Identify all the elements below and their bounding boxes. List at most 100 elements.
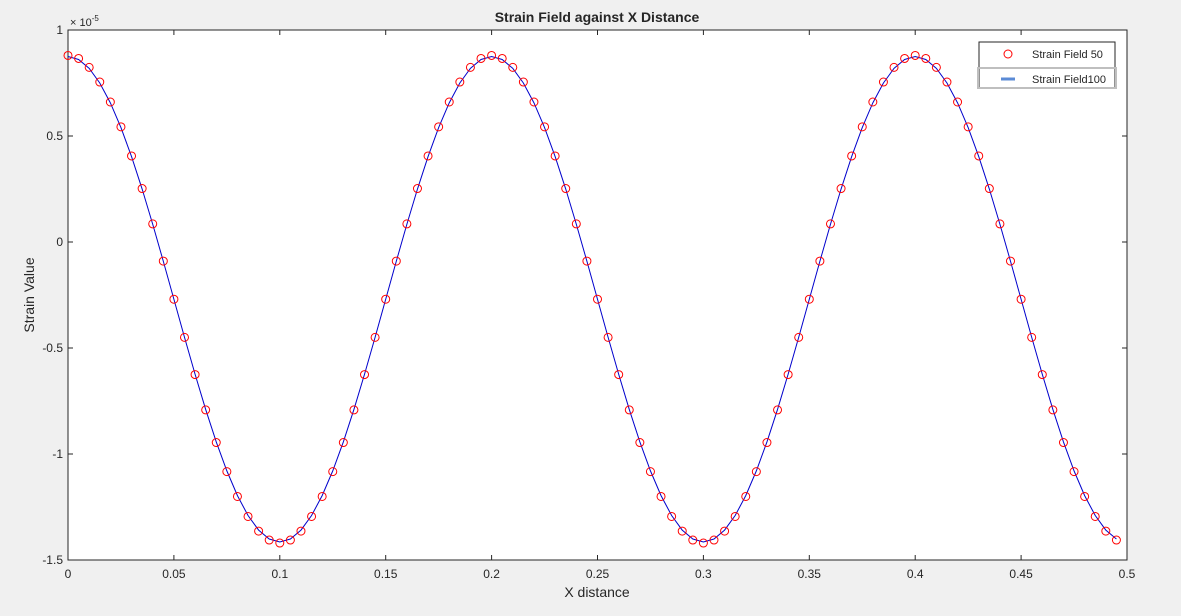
y-tick-label: 0.5 — [46, 129, 63, 143]
x-tick-label: 0.05 — [162, 567, 186, 581]
data-point-strain-field-50 — [1111, 535, 1121, 545]
data-point-strain-field-50 — [487, 50, 497, 60]
data-point-strain-field-50 — [751, 467, 761, 477]
legend-label-strain-field-100: Strain Field100 — [1032, 74, 1106, 86]
data-point-strain-field-50 — [794, 332, 804, 342]
data-point-strain-field-50 — [328, 467, 338, 477]
data-point-strain-field-50 — [179, 332, 189, 342]
data-point-strain-field-50 — [285, 535, 295, 545]
data-point-strain-field-50 — [338, 438, 348, 448]
data-point-strain-field-50 — [529, 97, 539, 107]
data-point-strain-field-50 — [540, 122, 550, 132]
data-point-strain-field-50 — [1027, 332, 1037, 342]
data-point-strain-field-50 — [635, 438, 645, 448]
data-point-strain-field-50 — [571, 219, 581, 229]
x-tick-label: 0.4 — [907, 567, 924, 581]
x-tick-label: 0.5 — [1119, 567, 1136, 581]
data-point-strain-field-50 — [762, 438, 772, 448]
data-point-strain-field-50 — [624, 405, 634, 415]
data-point-strain-field-50 — [709, 535, 719, 545]
data-point-strain-field-50 — [1058, 438, 1068, 448]
x-tick-label: 0.25 — [586, 567, 610, 581]
data-point-strain-field-50 — [381, 294, 391, 304]
data-point-strain-field-50 — [95, 77, 105, 87]
y-tick-label: 1 — [56, 23, 63, 37]
data-point-strain-field-50 — [1037, 370, 1047, 380]
data-point-strain-field-50 — [137, 184, 147, 194]
data-point-strain-field-50 — [518, 77, 528, 87]
legend[interactable]: Strain Field 50 Strain Field100 — [977, 41, 1117, 89]
data-point-strain-field-50 — [1101, 526, 1111, 536]
data-point-strain-field-50 — [603, 332, 613, 342]
data-point-strain-field-50 — [550, 151, 560, 161]
data-point-strain-field-50 — [211, 438, 221, 448]
data-point-strain-field-50 — [360, 370, 370, 380]
data-point-strain-field-50 — [317, 491, 327, 501]
data-point-strain-field-50 — [434, 122, 444, 132]
series-layer — [63, 50, 1121, 548]
data-point-strain-field-50 — [232, 491, 242, 501]
data-point-strain-field-50 — [963, 122, 973, 132]
data-point-strain-field-50 — [836, 184, 846, 194]
x-tick-label: 0.35 — [798, 567, 822, 581]
data-point-strain-field-50 — [730, 511, 740, 521]
data-point-strain-field-50 — [688, 535, 698, 545]
data-point-strain-field-50 — [307, 511, 317, 521]
data-point-strain-field-50 — [402, 219, 412, 229]
data-point-strain-field-50 — [63, 50, 73, 60]
data-point-strain-field-50 — [783, 370, 793, 380]
data-point-strain-field-50 — [74, 53, 84, 63]
data-point-strain-field-50 — [254, 526, 264, 536]
y-exponent-label: × 10-5 — [70, 14, 99, 29]
data-point-strain-field-50 — [1080, 491, 1090, 501]
data-point-strain-field-50 — [931, 62, 941, 72]
x-tick-label: 0.2 — [483, 567, 500, 581]
data-point-strain-field-50 — [444, 97, 454, 107]
data-point-strain-field-50 — [582, 256, 592, 266]
y-exponent-base: × 10 — [70, 17, 92, 29]
x-tick-label: 0.1 — [271, 567, 288, 581]
data-point-strain-field-50 — [593, 294, 602, 304]
data-point-strain-field-50 — [847, 151, 857, 161]
data-point-strain-field-50 — [84, 62, 94, 72]
y-axis-label: Strain Value — [21, 257, 37, 332]
x-tick-label: 0.45 — [1009, 567, 1033, 581]
data-point-strain-field-50 — [412, 184, 422, 194]
data-point-strain-field-50 — [677, 526, 687, 536]
data-point-strain-field-50 — [264, 535, 274, 545]
data-point-strain-field-50 — [921, 53, 931, 63]
data-point-strain-field-50 — [645, 467, 655, 477]
x-tick-label: 0 — [65, 567, 72, 581]
data-point-strain-field-50 — [1006, 256, 1016, 266]
data-point-strain-field-50 — [910, 50, 920, 60]
data-point-strain-field-50 — [953, 97, 963, 107]
data-point-strain-field-50 — [1090, 511, 1100, 521]
data-point-strain-field-50 — [900, 53, 910, 63]
data-point-strain-field-50 — [995, 219, 1005, 229]
data-point-strain-field-50 — [974, 151, 984, 161]
data-point-strain-field-50 — [127, 151, 137, 161]
data-point-strain-field-50 — [201, 405, 211, 415]
data-point-strain-field-50 — [889, 62, 899, 72]
data-point-strain-field-50 — [561, 184, 571, 194]
data-point-strain-field-50 — [243, 511, 253, 521]
data-point-strain-field-50 — [698, 538, 708, 548]
chart-title: Strain Field against X Distance — [495, 9, 700, 25]
data-point-strain-field-50 — [1069, 467, 1079, 477]
series-line-strain-field-100 — [67, 55, 1117, 543]
data-point-strain-field-50 — [391, 256, 401, 266]
data-point-strain-field-50 — [116, 122, 126, 132]
data-point-strain-field-50 — [878, 77, 888, 87]
data-point-strain-field-50 — [370, 332, 380, 342]
data-point-strain-field-50 — [169, 294, 179, 304]
data-point-strain-field-50 — [868, 97, 878, 107]
x-tick-label: 0.3 — [695, 567, 712, 581]
data-point-strain-field-50 — [720, 526, 730, 536]
data-point-strain-field-50 — [857, 122, 867, 132]
data-point-strain-field-50 — [741, 491, 751, 501]
legend-selection-outline — [977, 67, 1117, 89]
data-point-strain-field-50 — [1048, 405, 1058, 415]
data-point-strain-field-50 — [423, 151, 433, 161]
